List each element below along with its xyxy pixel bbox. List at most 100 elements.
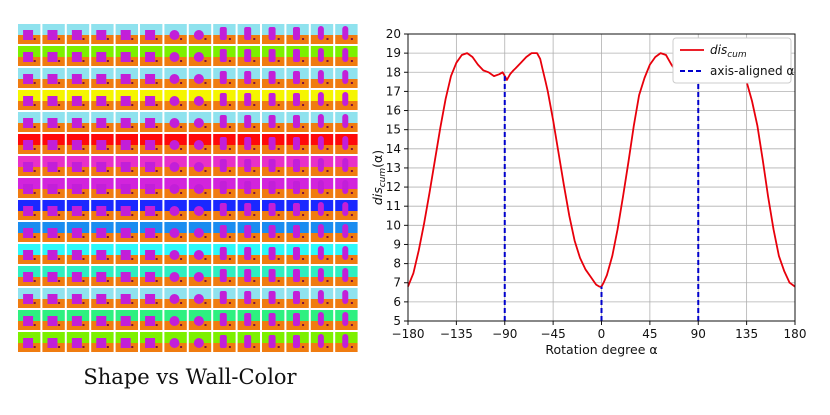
grid-thumbnail bbox=[66, 332, 90, 352]
grid-thumbnail bbox=[91, 90, 114, 110]
thumb-marker bbox=[326, 170, 329, 172]
thumb-wall bbox=[188, 24, 212, 35]
thumb-marker bbox=[302, 258, 305, 260]
thumb-marker bbox=[82, 170, 85, 172]
grid-thumbnail bbox=[188, 90, 212, 110]
thumb-marker bbox=[33, 82, 36, 84]
thumb-cylinder bbox=[268, 159, 276, 172]
thumb-wall bbox=[140, 266, 163, 277]
grid-thumbnail bbox=[188, 310, 212, 330]
thumb-wall bbox=[164, 112, 187, 123]
thumb-marker bbox=[82, 38, 85, 40]
thumb-cylinder bbox=[244, 247, 252, 260]
thumb-wall bbox=[42, 244, 65, 255]
grid-thumbnail bbox=[42, 178, 65, 198]
thumb-marker bbox=[155, 258, 158, 260]
thumb-wall bbox=[66, 266, 90, 277]
thumb-wall bbox=[140, 310, 163, 321]
thumb-marker bbox=[33, 38, 36, 40]
thumb-marker bbox=[155, 302, 158, 304]
grid-thumbnail bbox=[213, 68, 236, 88]
grid-thumbnail bbox=[115, 266, 138, 286]
thumb-cube bbox=[23, 30, 34, 40]
grid-thumbnail bbox=[115, 222, 138, 242]
grid-thumbnail bbox=[140, 112, 163, 132]
grid-thumbnail bbox=[335, 178, 358, 198]
thumb-capsule bbox=[317, 114, 324, 128]
thumb-capsule bbox=[342, 246, 349, 260]
grid-thumbnail bbox=[164, 90, 187, 110]
grid-thumbnail bbox=[286, 134, 309, 154]
thumb-cylinder bbox=[219, 313, 227, 326]
thumb-marker bbox=[58, 214, 61, 216]
thumb-marker bbox=[82, 126, 85, 128]
thumb-marker bbox=[326, 214, 329, 216]
thumb-marker bbox=[131, 236, 134, 238]
grid-thumbnail bbox=[140, 68, 163, 88]
thumb-sphere bbox=[169, 228, 180, 238]
grid-thumbnail bbox=[140, 46, 163, 66]
thumb-wall bbox=[188, 112, 212, 123]
thumb-cylinder bbox=[268, 335, 276, 348]
grid-thumbnail bbox=[115, 90, 138, 110]
grid-thumbnail bbox=[66, 310, 90, 330]
grid-thumbnail bbox=[91, 266, 114, 286]
grid-thumbnail bbox=[237, 134, 260, 154]
thumb-marker bbox=[277, 170, 280, 172]
thumb-cylinder bbox=[292, 203, 300, 216]
thumb-marker bbox=[350, 302, 353, 304]
grid-thumbnail bbox=[91, 134, 114, 154]
thumb-wall bbox=[66, 332, 90, 343]
grid-thumbnail bbox=[140, 24, 163, 44]
thumb-marker bbox=[204, 236, 207, 238]
thumb-cylinder bbox=[219, 71, 227, 84]
thumb-cube bbox=[120, 118, 131, 128]
thumb-sphere bbox=[193, 272, 204, 282]
thumb-marker bbox=[326, 346, 329, 348]
thumb-marker bbox=[228, 324, 231, 326]
thumb-marker bbox=[326, 38, 329, 40]
grid-thumbnail bbox=[286, 332, 309, 352]
grid-thumbnail bbox=[188, 112, 212, 132]
thumb-sphere bbox=[193, 250, 204, 260]
grid-thumbnail bbox=[42, 24, 65, 44]
thumb-cylinder bbox=[268, 269, 276, 282]
thumb-marker bbox=[277, 82, 280, 84]
grid-thumbnail bbox=[286, 24, 309, 44]
thumb-wall bbox=[42, 46, 65, 57]
thumb-wall bbox=[66, 288, 90, 299]
thumb-marker bbox=[204, 104, 207, 106]
thumb-cylinder bbox=[292, 181, 300, 194]
thumb-marker bbox=[204, 214, 207, 216]
thumb-capsule bbox=[317, 290, 324, 304]
thumb-marker bbox=[302, 104, 305, 106]
thumb-cube bbox=[47, 52, 58, 62]
thumb-marker bbox=[180, 126, 183, 128]
thumb-sphere bbox=[169, 140, 180, 150]
thumb-cylinder bbox=[219, 49, 227, 62]
thumb-cube bbox=[120, 250, 131, 260]
thumb-cylinder bbox=[292, 93, 300, 106]
grid-thumbnail bbox=[164, 332, 187, 352]
grid-thumbnail bbox=[18, 244, 41, 264]
thumb-cube bbox=[23, 272, 34, 282]
grid-thumbnail bbox=[66, 266, 90, 286]
thumb-wall bbox=[188, 178, 212, 189]
y-tick-label: 14 bbox=[386, 142, 401, 156]
grid-thumbnail bbox=[164, 178, 187, 198]
grid-thumbnail bbox=[18, 178, 41, 198]
thumb-marker bbox=[350, 258, 353, 260]
thumb-capsule bbox=[342, 334, 349, 348]
thumb-wall bbox=[42, 266, 65, 277]
thumb-marker bbox=[302, 302, 305, 304]
thumb-cube bbox=[145, 52, 156, 62]
grid-thumbnail bbox=[335, 244, 358, 264]
thumb-cylinder bbox=[268, 71, 276, 84]
grid-thumbnail bbox=[188, 266, 212, 286]
thumb-wall bbox=[188, 288, 212, 299]
grid-thumbnail bbox=[262, 156, 285, 176]
grid-thumbnail bbox=[237, 288, 260, 308]
thumb-cylinder bbox=[268, 27, 276, 40]
thumb-marker bbox=[253, 170, 256, 172]
thumb-cube bbox=[96, 206, 107, 216]
